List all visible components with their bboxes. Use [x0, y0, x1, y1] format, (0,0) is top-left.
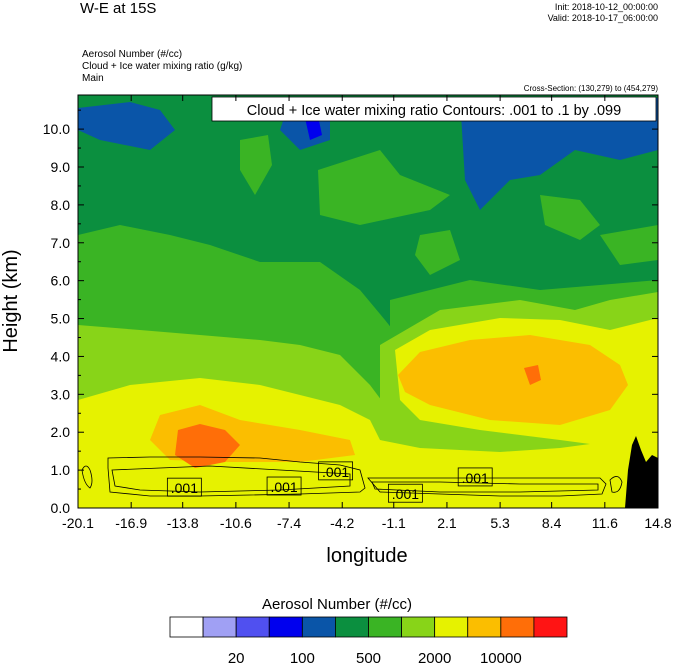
x-tick-label: 2.1: [437, 515, 457, 531]
x-tick-label: -13.8: [167, 515, 199, 531]
field-label-main: Main: [82, 73, 104, 84]
y-tick-label: 6.0: [51, 273, 71, 289]
init-time: Init: 2018-10-12_00:00:00: [554, 2, 658, 12]
contour-label-box: [387, 483, 423, 503]
y-axis: 0.0 1.0 2.0 3.0 4.0 5.0 6.0 7.0 8.0 9.0 10.0: [43, 109, 658, 516]
contour-label-box: [266, 476, 302, 496]
y-tick-label: 9.0: [51, 159, 71, 175]
colorbar-swatch: [235, 616, 270, 638]
contour-label-box: [166, 477, 202, 497]
colorbar-title: Aerosol Number (#/cc): [261, 596, 413, 613]
y-tick-label: 4.0: [51, 348, 71, 364]
contour-label: .001: [270, 479, 297, 495]
x-tick-label: -7.4: [277, 515, 301, 531]
y-tick-label: 3.0: [51, 386, 71, 402]
x-tick-label: 11.6: [592, 515, 618, 531]
colorbar-swatch: [401, 616, 436, 638]
colorbar-swatch: [169, 616, 204, 638]
y-tick-label: 8.0: [51, 197, 71, 213]
colorbar-swatch: [368, 616, 402, 638]
colorbar-label: 20: [228, 650, 245, 667]
x-tick-label: -10.6: [220, 515, 252, 531]
valid-time: Valid: 2018-10-17_06:00:00: [547, 13, 658, 23]
colorbar-swatch: [268, 616, 303, 638]
contour-label-box: [457, 467, 493, 487]
x-tick-label: -20.1: [62, 515, 94, 531]
colorbar-label: 500: [356, 650, 381, 667]
y-tick-label: 2.0: [51, 424, 71, 440]
y-tick-label: 10.0: [43, 121, 70, 137]
y-axis-label: Height (km): [0, 249, 22, 352]
field-label-cloud: Cloud + Ice water mixing ratio (g/kg): [82, 61, 243, 72]
colorbar-label: 2000: [418, 650, 451, 667]
aerosol-field: [78, 95, 658, 508]
colorbar-swatch: [533, 616, 568, 638]
x-axis-label: longitude: [326, 545, 407, 567]
x-tick-label: 14.8: [644, 515, 671, 531]
contour-labels: .001 .001 .001 .001 .001: [166, 461, 493, 503]
colorbar: 20 100 500 2000 10000: [169, 616, 568, 667]
x-tick-label: 5.3: [490, 515, 510, 531]
x-axis: -20.1 -16.9 -13.8 -10.6 -7.4 -4.2 -1.1 2.1 5.3 8.…: [62, 95, 672, 531]
colorbar-swatch: [335, 616, 369, 638]
field-label-aerosol: Aerosol Number (#/cc): [82, 49, 183, 60]
contour-label: .001: [462, 470, 489, 486]
contour-label: .001: [392, 486, 419, 502]
plot-frame: [77, 94, 659, 509]
colorbar-swatch: [500, 616, 535, 638]
cross-section-label: Cross-Section: (130,279) to (454,279): [523, 84, 658, 93]
x-tick-label: -1.1: [382, 515, 406, 531]
y-tick-label: 5.0: [51, 311, 71, 327]
colorbar-swatch: [301, 616, 336, 638]
x-tick-label: -16.9: [115, 515, 147, 531]
y-tick-label: 7.0: [51, 235, 71, 251]
colorbar-label: 10000: [480, 650, 522, 667]
colorbar-swatch: [434, 616, 469, 638]
y-tick-label: 0.0: [51, 500, 71, 516]
x-tick-label: -4.2: [330, 515, 354, 531]
cloud-contours: [81, 456, 623, 497]
x-tick-label: 8.4: [542, 515, 562, 531]
contour-label: .001: [171, 480, 198, 496]
contour-info-box: Cloud + Ice water mixing ratio Contours:…: [211, 96, 657, 122]
colorbar-swatch: [467, 616, 502, 638]
contour-info-text: Cloud + Ice water mixing ratio Contours:…: [247, 103, 621, 119]
contour-label: .001: [322, 464, 349, 480]
plot-title: W-E at 15S: [80, 0, 157, 17]
colorbar-label: 100: [290, 650, 315, 667]
contour-label-box: [318, 461, 353, 481]
colorbar-swatch: [202, 616, 237, 638]
y-tick-label: 1.0: [51, 462, 71, 478]
